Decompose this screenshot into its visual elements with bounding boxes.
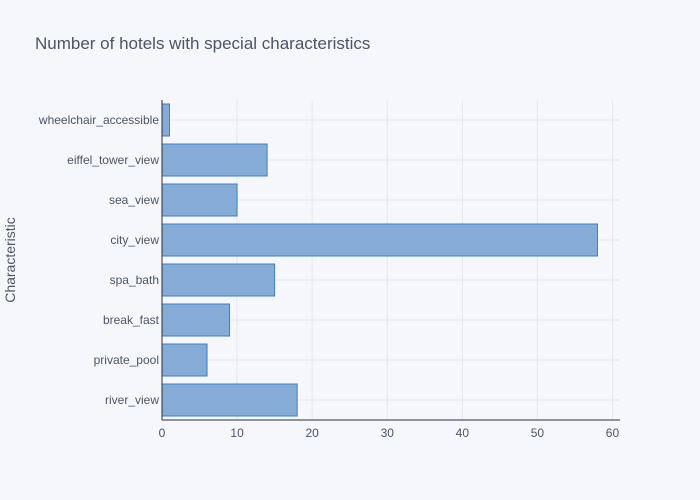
bar-sea-view <box>161 183 238 217</box>
y-tick-label: private_pool <box>94 353 159 367</box>
x-tick-label: 30 <box>381 426 395 440</box>
bar-spa-bath <box>161 263 276 297</box>
y-axis-title: Characteristic <box>2 217 18 303</box>
bar-eiffel-tower-view <box>161 143 268 177</box>
y-tick-label: eiffel_tower_view <box>67 153 159 167</box>
y-tick-label: break_fast <box>103 313 160 327</box>
x-tick-label: 10 <box>230 426 244 440</box>
axes <box>161 100 620 421</box>
x-tick-label: 50 <box>531 426 545 440</box>
bar-river-view <box>161 383 298 417</box>
x-tick-label: 60 <box>606 426 620 440</box>
bar-wheelchair-accessible <box>161 103 171 137</box>
bar-private-pool <box>161 343 208 377</box>
y-tick-label: wheelchair_accessible <box>38 113 159 127</box>
bar-city-view <box>161 223 598 257</box>
y-tick-label: city_view <box>110 233 159 247</box>
x-tick-label: 40 <box>456 426 470 440</box>
bars <box>161 103 598 417</box>
y-tick-label: river_view <box>105 393 159 407</box>
x-tick-label: 0 <box>159 426 166 440</box>
bar-break-fast <box>161 303 231 337</box>
y-tick-label: spa_bath <box>110 273 159 287</box>
x-tick-label: 20 <box>305 426 319 440</box>
chart-title: Number of hotels with special characteri… <box>35 34 371 53</box>
tick-labels: 0 10 20 30 40 50 60 wheelchair_accessibleeiffel… <box>38 113 620 440</box>
y-tick-label: sea_view <box>109 193 159 207</box>
